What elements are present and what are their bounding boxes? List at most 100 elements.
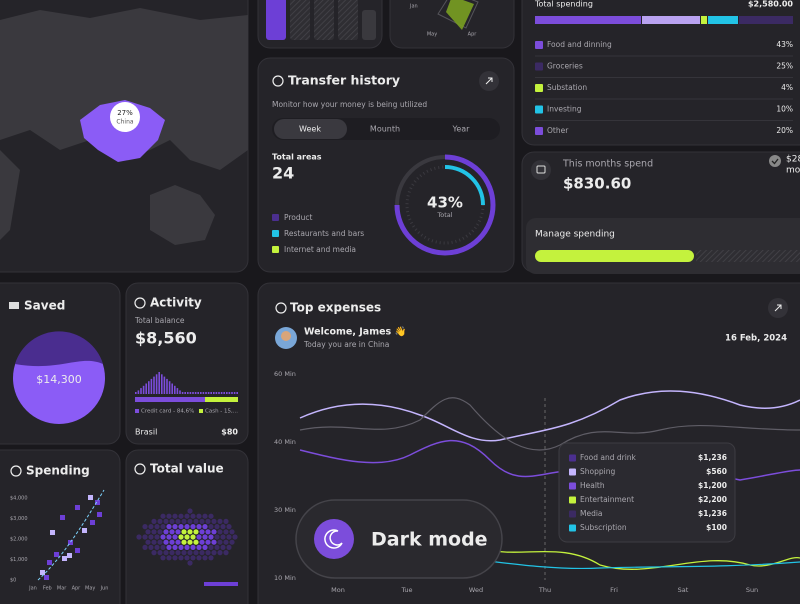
dark-mode-toggle[interactable]: Dark mode [295,499,503,579]
shape-rect [558,442,736,543]
hex-cell [193,550,199,556]
hex-cell [196,534,202,540]
hist-bar [192,392,194,394]
hex-cell [160,555,166,561]
shape-rect [295,499,503,579]
hex-cell [157,529,163,535]
y-label: $2,000 [10,537,28,543]
row-percent: 10% [776,105,793,114]
land [0,150,20,240]
shape-rect [272,230,279,237]
hex-cell [184,513,190,519]
total-value-card: Total value [125,449,249,604]
dark-mode-label[interactable]: Dark mode [371,529,488,551]
x-label: Feb [43,586,52,592]
open-button[interactable] [479,71,499,91]
scatter-dot [88,495,93,500]
scatter-dot [75,505,80,510]
hex-cell [181,518,187,525]
label: Total areas [272,153,322,162]
legend-item: Cash - 15,... [205,409,238,415]
shape-path [485,77,493,85]
hist-bar [171,383,173,394]
hex-cell [217,529,223,535]
hist-bar [158,372,160,394]
tooltip-label: Entertainment [580,495,634,504]
hex-cell [160,534,166,540]
country: Brasil [135,428,157,437]
shape-path [774,304,782,312]
scatter-dot [44,575,49,580]
hex-cell [157,539,163,545]
spending-card: Spending $4,000 $3,000 $2,000 $1,000 $0 Jan Fe… [0,449,121,604]
hist-bar [233,392,236,394]
x-label: Mar [57,586,67,592]
hex-cell [223,529,229,535]
hex-cell [232,534,238,540]
bar-card [257,0,383,49]
hist-bar [218,392,220,394]
legend-swatch [535,62,543,71]
hist-bar [137,390,140,394]
y-label: 60 Min [274,370,296,378]
hex-cell [160,524,166,530]
hist-bar [184,392,186,394]
tab[interactable]: Mounth [370,125,400,134]
open-button[interactable] [768,298,788,318]
hex-cell [169,518,175,525]
land [0,8,248,170]
hex-cell [172,534,178,540]
hex-cell [190,544,196,551]
legend-swatch [569,524,576,532]
location: Today you are in China [303,340,389,349]
radar-card: Jan May Apr [389,0,515,49]
shape-path [771,158,779,165]
shape-circle [272,75,284,87]
radar-label: May [427,32,437,38]
scatter-dot [68,540,73,545]
value: 24 [272,164,294,183]
hex-cell [187,508,193,514]
hex-cell [184,524,190,530]
hex-cell [142,524,148,530]
hex-cell [175,529,181,535]
legend-swatch [535,127,543,135]
hist-bar [153,376,155,394]
legend-swatch [535,84,543,92]
hex-cell [166,555,172,561]
shape-path [479,547,800,570]
hist-bar [161,374,163,394]
hist-bar [176,388,179,394]
hist-bar [215,392,218,394]
donut-value: 43% [427,194,463,212]
y-label: $4,000 [10,496,28,502]
amount: $14,300 [36,373,82,386]
hist-bar [220,392,223,394]
y-label: 30 Min [274,506,296,514]
row-percent: 20% [776,126,793,135]
hex-cell [199,529,205,535]
tooltip-label: Shopping [580,467,615,476]
tab-active[interactable] [274,119,347,139]
row-percent: 25% [776,62,793,71]
hex-cell [220,544,226,551]
tab[interactable]: Year [452,125,471,134]
hex-cell [214,544,220,551]
hex-cell [172,513,178,519]
hex-cell [196,524,202,530]
hex-cell [169,529,175,535]
legend-item: Product [284,213,313,222]
hex-cell [211,550,217,556]
hex-cell [205,518,211,525]
month-spend-card: This months spend $830.60 $28 mo Manage … [521,151,800,274]
tab[interactable]: Week [299,125,321,134]
hist-bar [148,381,150,394]
hex-cell [223,518,229,525]
legend-swatch [535,41,543,49]
tooltip-label: Subscription [580,523,627,532]
shape-rect [389,0,515,49]
hex-cell [163,550,169,556]
tooltip-value: $1,236 [698,509,727,518]
shape-rect [535,250,694,262]
shape-rect [290,0,310,40]
